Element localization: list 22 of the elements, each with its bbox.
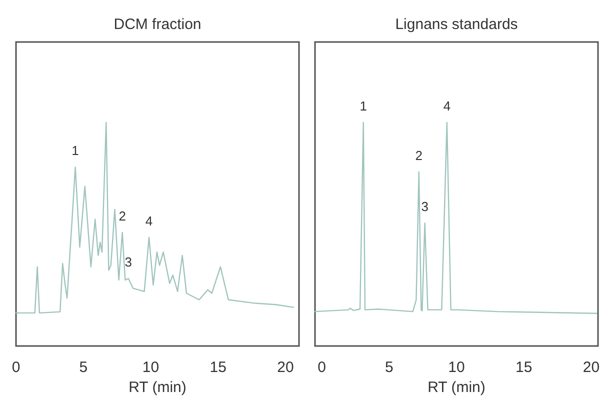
annotation: 4	[443, 98, 451, 114]
x-tick-label: 0	[318, 359, 326, 376]
x-axis-title: RT (min)	[428, 378, 486, 396]
x-tick-label: 15	[516, 359, 532, 376]
x-tick-label: 10	[448, 359, 465, 376]
x-tick-label: 10	[142, 359, 160, 376]
annotation: 1	[360, 98, 367, 114]
annotation: 1	[72, 143, 79, 158]
x-axis-title: RT (min)	[128, 378, 186, 396]
annotation: 3	[421, 199, 428, 214]
x-tick-label: 5	[79, 359, 88, 376]
annotation: 2	[415, 148, 423, 163]
annotation: 3	[124, 254, 132, 270]
x-tick-label: 5	[384, 359, 394, 376]
x-tick-label: 15	[210, 359, 226, 376]
x-tick-label: 20	[277, 359, 294, 376]
x-tick-label: 0	[12, 359, 20, 376]
chart-title: DCM fraction	[114, 16, 202, 33]
annotation: 2	[118, 208, 126, 224]
chart-title: Lignans standards	[395, 16, 518, 33]
annotation: 4	[145, 213, 153, 228]
x-tick-label: 20	[582, 359, 600, 376]
